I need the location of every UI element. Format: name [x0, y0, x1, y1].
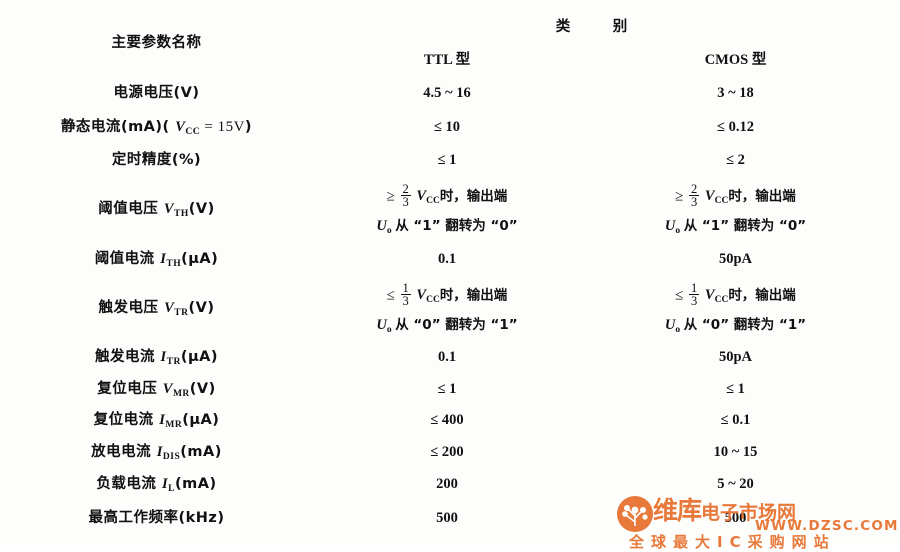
- param-name: 触发电流: [94, 348, 155, 365]
- param-unit: (V): [173, 84, 200, 101]
- param-name: 负载电流: [96, 476, 157, 493]
- relation-operator: ≥: [386, 188, 395, 205]
- header-group-label: 类 别: [555, 18, 642, 35]
- cell-ttl: ≤ 400: [430, 412, 464, 429]
- table-row: 电源电压(V) 4.5 ~ 16 3 ~ 18: [10, 76, 880, 110]
- table-row: 复位电流 IMR(μA) ≤ 400 ≤ 0.1: [10, 405, 880, 436]
- param-unit: (mA): [180, 443, 222, 460]
- param-name: 最高工作频率: [88, 510, 179, 527]
- row-label: 复位电流 IMR(μA): [93, 412, 220, 431]
- table-row: 复位电压 VMR(V) ≤ 1 ≤ 1: [10, 373, 880, 405]
- row-label: 触发电流 ITR(μA): [94, 348, 219, 367]
- param-unit: (μA): [180, 348, 219, 365]
- transition-text: 从 “0” 翻转为 “1”: [683, 317, 807, 334]
- cell-cmos: 500: [724, 510, 747, 527]
- param-unit: (μA): [182, 412, 220, 429]
- param-name: 静态电流: [60, 118, 121, 135]
- param-unit: (%): [171, 152, 202, 169]
- param-name: 电源电压: [113, 84, 174, 101]
- table-row: 静态电流(mA)( VCC = 15V) ≤ 10 ≤ 0.12: [10, 110, 880, 144]
- transition-text: 从 “0” 翻转为 “1”: [395, 317, 518, 334]
- row-label: 阈值电流 ITH(μA): [94, 250, 219, 269]
- cell-cmos: ≤ 0.12: [717, 118, 754, 135]
- table-row: 阈值电流 ITH(μA) 0.1 50pA: [10, 242, 880, 276]
- table-row: 触发电流 ITR(μA) 0.1 50pA: [10, 341, 880, 373]
- row-label: 放电电流 IDIS(mA): [91, 443, 222, 462]
- relation-operator: ≤: [386, 287, 395, 304]
- cell-ttl: ≤ 10: [433, 118, 461, 135]
- cell-cmos: 50pA: [718, 348, 753, 365]
- cell-ttl: ≤ 1: [437, 380, 457, 397]
- cell-cmos: ≤ 1: [726, 380, 745, 397]
- transition-text: 从 “1” 翻转为 “0”: [683, 218, 807, 235]
- param-name: 定时精度: [111, 152, 172, 169]
- cell-ttl: ≤ 200: [430, 443, 464, 460]
- row-label: 定时精度(%): [10, 144, 303, 177]
- cell-ttl: 200: [436, 476, 458, 493]
- param-name: 触发电压: [98, 300, 159, 317]
- cell-cmos: 50pA: [718, 250, 753, 267]
- param-name: 复位电流: [93, 412, 154, 429]
- row-label: 阈值电压 VTH(V): [98, 201, 215, 220]
- parameter-table: 主要参数名称 类 别 TTL 型 CMOS 型 电源电压(V) 4.5 ~ 16…: [10, 10, 880, 536]
- row-label: 静态电流(mA)( VCC = 15V): [60, 118, 253, 137]
- param-unit: (V): [188, 201, 215, 218]
- param-unit: (μA): [181, 250, 219, 267]
- row-label: 电源电压(V): [10, 76, 303, 110]
- cell-cmos: 10 ~ 15: [713, 443, 758, 460]
- param-unit: (V): [189, 380, 216, 397]
- cell-cmos: 3 ~ 18: [717, 84, 754, 101]
- cell-cmos: 5 ~ 20: [717, 476, 754, 493]
- transition-text: 从 “1” 翻转为 “0”: [395, 218, 518, 235]
- param-name: 阈值电压: [98, 201, 159, 218]
- cell-ttl: ≤ 1: [437, 152, 457, 169]
- row-label: 触发电压 VTR(V): [98, 300, 215, 319]
- relation-operator: ≤: [675, 287, 684, 304]
- row-label: 负载电流 IL(mA): [96, 476, 217, 495]
- table-row: 放电电流 IDIS(mA) ≤ 200 10 ~ 15: [10, 436, 880, 468]
- param-name: 放电电流: [91, 443, 152, 460]
- table-row: 定时精度(%) ≤ 1 ≤ 2: [10, 144, 880, 177]
- table-header-row-group: 主要参数名称 类 别: [10, 10, 880, 51]
- cell-ttl: 500: [436, 510, 458, 527]
- param-name: 阈值电流: [94, 250, 155, 267]
- cell-cmos: ≤ 2: [726, 152, 745, 169]
- cell-ttl: 4.5 ~ 16: [423, 84, 471, 101]
- param-unit: (kHz): [178, 510, 225, 527]
- header-param-column-label: 主要参数名称: [111, 34, 202, 51]
- relation-operator: ≥: [675, 188, 684, 205]
- table-row: 最高工作频率(kHz) 500 500: [10, 501, 880, 536]
- table-row: 负载电流 IL(mA) 200 5 ~ 20: [10, 468, 880, 501]
- cell-ttl: 0.1: [437, 250, 457, 267]
- param-unit: (V): [188, 300, 215, 317]
- header-col-ttl: TTL 型: [423, 51, 471, 68]
- param-unit: (mA): [174, 476, 217, 493]
- cell-cmos: ≤ 0.1: [720, 412, 751, 429]
- table-header-row-types: TTL 型 CMOS 型: [10, 44, 880, 76]
- row-label: 最高工作频率(kHz): [10, 501, 303, 536]
- cell-ttl: 0.1: [437, 348, 457, 365]
- header-col-cmos: CMOS 型: [704, 51, 767, 68]
- param-name: 复位电压: [97, 380, 158, 397]
- row-label: 复位电压 VMR(V): [97, 380, 216, 399]
